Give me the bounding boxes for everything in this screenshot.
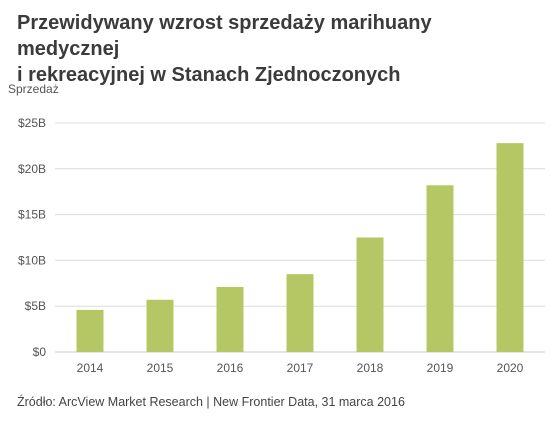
- x-tick-label: 2019: [427, 361, 454, 375]
- x-tick-label: 2016: [217, 361, 244, 375]
- x-tick-label: 2020: [497, 361, 524, 375]
- y-tick-label: $25B: [18, 116, 46, 130]
- bar-2015: [146, 299, 174, 352]
- x-tick-label: 2018: [357, 361, 384, 375]
- bar-2018: [356, 237, 384, 352]
- bar-2017: [286, 274, 314, 352]
- bar-2019: [426, 185, 454, 352]
- y-tick-label: $0: [33, 345, 47, 359]
- y-axis-label: Sprzedaż: [8, 82, 59, 96]
- y-tick-label: $5B: [25, 299, 46, 313]
- bar-2020: [496, 143, 524, 352]
- y-tick-label: $15B: [18, 208, 46, 222]
- chart-title-line-1: Przewidywany wzrost sprzedaży marihuany …: [17, 12, 432, 60]
- source-note: Źródło: ArcView Market Research | New Fr…: [17, 395, 405, 409]
- y-tick-label: $20B: [18, 162, 46, 176]
- x-tick-label: 2015: [147, 361, 174, 375]
- chart-title-line-2: i rekreacyjnej w Stanach Zjednoczonych: [17, 64, 401, 86]
- bar-2014: [76, 309, 104, 352]
- y-tick-label: $10B: [18, 253, 46, 267]
- bar-2016: [216, 286, 244, 352]
- x-tick-label: 2014: [77, 361, 104, 375]
- chart-title: Przewidywany wzrost sprzedaży marihuany …: [17, 10, 537, 88]
- x-tick-label: 2017: [287, 361, 314, 375]
